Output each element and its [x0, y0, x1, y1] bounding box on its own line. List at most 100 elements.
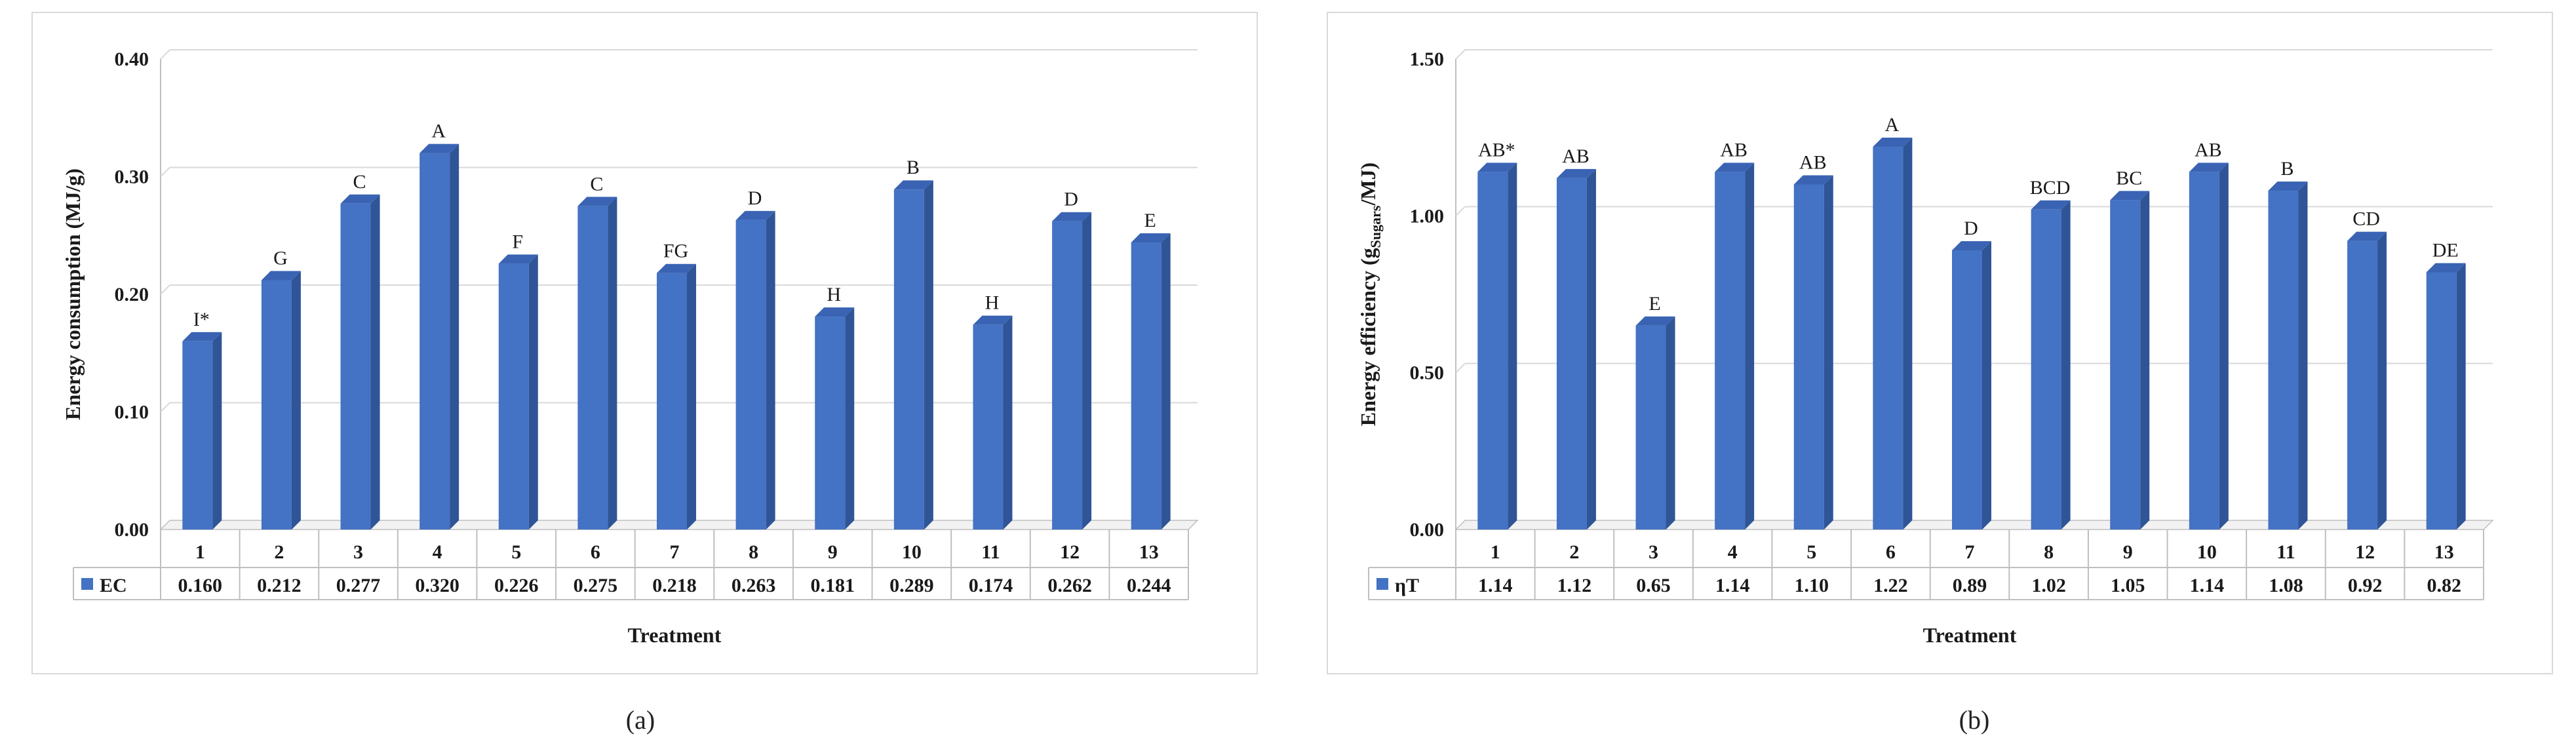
bar [182, 341, 213, 530]
x-axis-title: Treatment [628, 623, 722, 647]
significance-letter: AB* [1478, 139, 1515, 161]
x-tick-label: 8 [749, 541, 758, 563]
significance-letter: DE [2432, 239, 2459, 261]
x-axis-title: Treatment [1923, 623, 2017, 647]
x-tick-label: 9 [2123, 541, 2133, 563]
bars: I* G C A F C FG D H B H D E [182, 121, 1171, 530]
gridline-depth [1455, 49, 1466, 60]
significance-letter: FG [663, 241, 688, 262]
bar-side [1586, 168, 1596, 530]
bar-side [924, 180, 933, 530]
bar-side [2377, 231, 2387, 530]
data-value-label: 0.275 [574, 575, 618, 596]
bar-top [340, 194, 380, 204]
bar-top [2189, 163, 2229, 172]
bar-top [1715, 163, 1755, 172]
bar-top [2110, 191, 2150, 201]
data-value-label: 1.14 [1478, 575, 1513, 596]
bar-top [893, 180, 933, 190]
data-value-label: 0.262 [1047, 575, 1092, 596]
x-tick-label: 4 [433, 541, 442, 563]
bar-side [1824, 175, 1833, 530]
y-tick-label: 0.20 [115, 284, 149, 305]
bar-top [657, 263, 696, 273]
legend-swatch [1376, 578, 1388, 590]
data-value-label: 0.174 [969, 575, 1013, 596]
data-value-label: 1.14 [2190, 575, 2225, 596]
gridline-depth [1455, 206, 1466, 217]
bar-top [1635, 316, 1675, 326]
significance-letter: E [1144, 210, 1156, 231]
significance-letter: BC [2116, 167, 2142, 189]
legend-label: EC [100, 575, 127, 596]
x-tick-label: 6 [591, 541, 600, 563]
x-tick-label: 3 [1649, 541, 1658, 563]
data-value-label: 0.82 [2427, 575, 2461, 596]
bar-side [2140, 191, 2150, 530]
significance-letter: B [2280, 158, 2293, 180]
data-value-label: 0.160 [178, 575, 223, 596]
bar [420, 153, 450, 530]
bar [735, 220, 766, 530]
bar-side [1666, 316, 1675, 530]
x-tick-label: 13 [1139, 541, 1159, 563]
data-value-label: 0.218 [652, 575, 697, 596]
x-tick-label: 12 [2355, 541, 2375, 563]
bar [1793, 184, 1824, 530]
y-tick-label: 0.10 [115, 402, 149, 423]
x-tick-label: 5 [1806, 541, 1816, 563]
data-table: 1 0.160 2 0.212 3 0.277 4 0.320 5 0.226 6 0.275 7 0.2… [73, 530, 1189, 600]
bar [657, 273, 687, 530]
bar-side [1903, 138, 1913, 530]
bar-side [2298, 182, 2308, 530]
bar-top [1873, 138, 1913, 147]
energy-consumption-chart: 0.00 0.10 0.20 0.30 0.40 I* G C A F C FG D H B H D E 1 0.16… [61, 48, 1199, 647]
data-value-label: 1.14 [1715, 575, 1750, 596]
data-value-label: 1.12 [1557, 575, 1592, 596]
y-tick-label: 0.00 [1410, 519, 1445, 541]
significance-letter: A [431, 121, 446, 142]
bar-side [1161, 233, 1171, 530]
data-value-label: 0.320 [415, 575, 459, 596]
bar [815, 317, 846, 530]
bar [1952, 250, 1982, 530]
data-value-label: 1.05 [2111, 575, 2145, 596]
bar [340, 203, 371, 530]
bar-side [608, 197, 617, 530]
significance-letter: A [1885, 114, 1900, 136]
chart-panel-a: 0.00 0.10 0.20 0.30 0.40 I* G C A F C FG D H B H D E 1 0.16… [31, 12, 1258, 674]
data-value-label: 0.289 [889, 575, 934, 596]
bar-side [528, 254, 538, 530]
chart-panel-b: 0.00 0.50 1.00 1.50 AB* AB E AB AB A D BCD BC AB B CD DE… [1327, 12, 2553, 674]
y-axis-title: Energy consumption (MJ/g) [61, 168, 85, 420]
significance-letter: CD [2352, 208, 2380, 230]
x-tick-label: 6 [1886, 541, 1896, 563]
bar [1635, 325, 1666, 530]
bar [2426, 272, 2457, 530]
legend-swatch [81, 578, 93, 590]
significance-letter: H [985, 292, 1000, 314]
bar [2189, 172, 2219, 530]
bar-top [1131, 233, 1171, 243]
gridline-depth [1455, 362, 1466, 374]
data-value-label: 0.181 [810, 575, 855, 596]
bar-top [420, 144, 459, 153]
significance-letter: H [827, 284, 841, 305]
gridline-depth [160, 166, 170, 178]
significance-letter: I* [193, 309, 210, 330]
y-axis-title: Energy efficiency (gSugars/MJ) [1356, 163, 1384, 426]
bar-side [687, 263, 696, 530]
bar-side [2061, 200, 2071, 530]
x-tick-label: 9 [828, 541, 838, 563]
bar [1131, 242, 1161, 530]
x-tick-label: 10 [902, 541, 922, 563]
x-tick-label: 10 [2197, 541, 2217, 563]
y-tick-label: 1.50 [1410, 48, 1445, 70]
significance-letter: D [1064, 189, 1078, 210]
bar-side [370, 194, 380, 530]
bar-side [2219, 163, 2229, 530]
x-tick-label: 1 [195, 541, 205, 563]
x-tick-label: 8 [2044, 541, 2054, 563]
bar [2031, 209, 2061, 530]
